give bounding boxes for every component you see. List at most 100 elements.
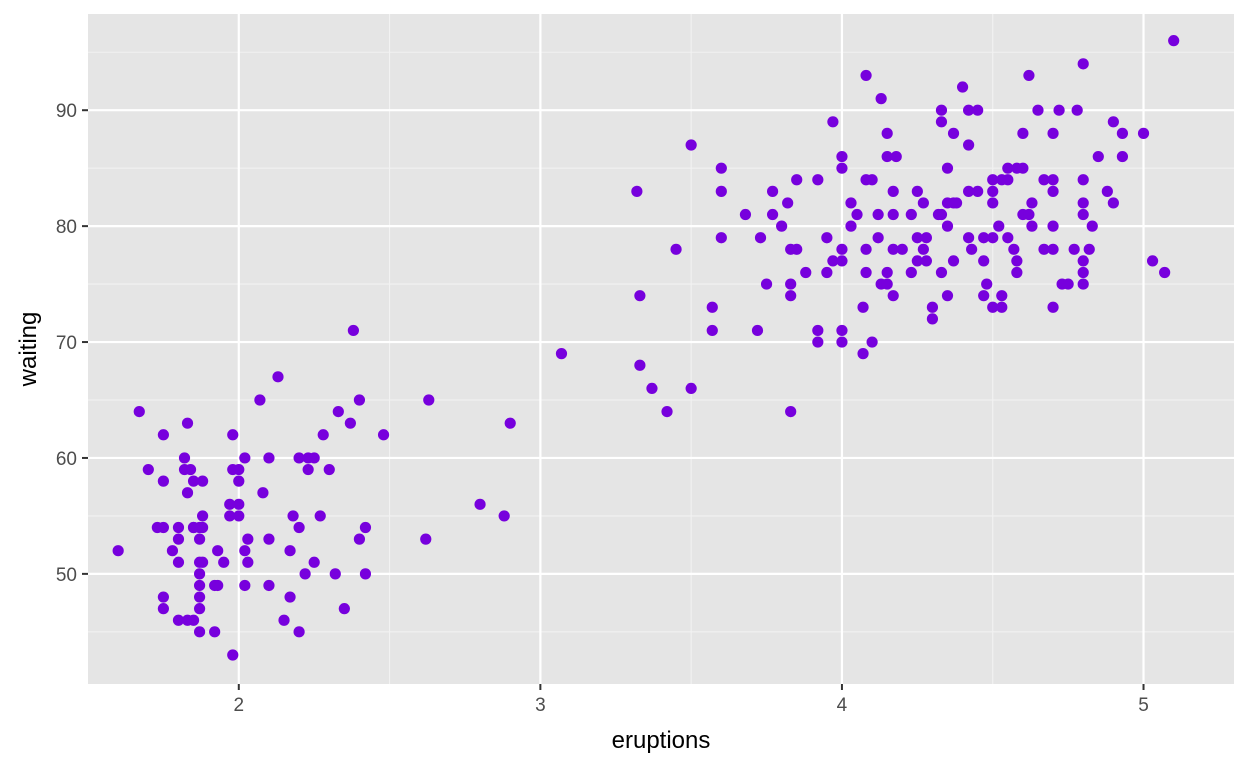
data-point	[239, 545, 251, 557]
data-point	[634, 290, 646, 302]
data-point	[197, 475, 209, 487]
data-point	[293, 521, 305, 534]
data-point	[293, 626, 305, 638]
data-point	[866, 174, 878, 186]
data-point	[631, 185, 643, 197]
data-point	[881, 266, 893, 279]
data-point	[1008, 243, 1020, 255]
data-point	[941, 220, 954, 232]
data-point	[1159, 266, 1171, 279]
data-point	[284, 591, 296, 603]
data-point	[836, 255, 848, 267]
data-point	[845, 197, 857, 209]
data-point	[905, 208, 917, 221]
data-point	[278, 614, 290, 626]
minor-gridlines	[88, 14, 1234, 684]
data-point	[917, 197, 929, 209]
data-point	[827, 255, 839, 267]
data-point	[978, 255, 990, 267]
data-point	[193, 568, 206, 580]
data-point	[920, 255, 932, 267]
data-point	[1107, 116, 1119, 128]
data-point	[233, 475, 245, 487]
data-point	[896, 243, 908, 255]
data-point	[1038, 243, 1050, 255]
data-point	[872, 208, 884, 221]
data-point	[836, 150, 848, 163]
data-point	[1002, 232, 1014, 244]
data-point	[1077, 197, 1089, 209]
data-point	[184, 463, 197, 476]
data-point	[233, 463, 245, 476]
data-point	[978, 290, 990, 302]
data-point	[1077, 58, 1089, 70]
data-point	[112, 545, 124, 557]
data-point	[181, 487, 194, 499]
data-point	[875, 93, 887, 105]
data-point	[474, 498, 486, 510]
data-point	[293, 452, 305, 464]
data-point	[978, 232, 990, 244]
major-gridlines	[88, 14, 1234, 684]
data-point	[845, 220, 857, 232]
data-point	[1011, 266, 1023, 279]
data-point	[860, 266, 872, 279]
data-point	[812, 174, 824, 186]
data-point	[996, 290, 1008, 302]
data-point	[685, 382, 697, 395]
data-point	[685, 139, 697, 151]
y-tick-label: 60	[56, 449, 77, 470]
data-point	[881, 127, 893, 139]
data-point	[1002, 162, 1014, 174]
data-point	[209, 626, 221, 638]
data-point	[836, 243, 848, 255]
data-point	[197, 510, 209, 522]
data-point	[911, 185, 923, 197]
data-point	[1083, 243, 1095, 255]
data-point	[157, 591, 169, 603]
data-point	[785, 290, 797, 302]
data-point	[993, 220, 1005, 232]
y-tick-label: 90	[56, 101, 77, 122]
data-point	[851, 208, 863, 221]
data-point	[227, 649, 239, 661]
data-point	[1047, 220, 1059, 232]
data-point	[996, 301, 1008, 313]
data-point	[178, 452, 191, 464]
data-point	[800, 266, 812, 279]
data-point	[987, 301, 999, 313]
data-point	[857, 348, 869, 360]
data-point	[353, 533, 366, 545]
data-point	[254, 394, 266, 406]
data-point	[963, 104, 975, 116]
data-point	[302, 463, 314, 476]
data-point	[661, 405, 673, 418]
data-point	[766, 208, 779, 221]
data-point	[172, 533, 185, 545]
data-point	[187, 475, 200, 487]
data-point	[963, 185, 975, 197]
data-point	[197, 521, 209, 534]
data-point	[338, 603, 350, 615]
data-point	[1168, 35, 1180, 47]
data-point	[172, 614, 185, 626]
data-point	[133, 405, 145, 418]
data-point	[739, 208, 752, 221]
x-tick-label: 3	[535, 695, 546, 716]
data-point	[157, 475, 169, 487]
data-point	[212, 545, 224, 557]
data-point	[935, 266, 948, 279]
data-point	[754, 232, 767, 244]
data-point	[1116, 127, 1129, 139]
data-point	[172, 556, 185, 568]
data-point	[887, 185, 899, 197]
data-point	[308, 452, 320, 464]
data-point	[1053, 104, 1065, 116]
data-point	[987, 232, 999, 244]
data-point	[504, 417, 516, 429]
data-point	[821, 266, 833, 279]
data-point	[193, 579, 206, 592]
data-point	[498, 510, 510, 522]
data-point	[987, 197, 999, 209]
data-point	[233, 510, 245, 522]
